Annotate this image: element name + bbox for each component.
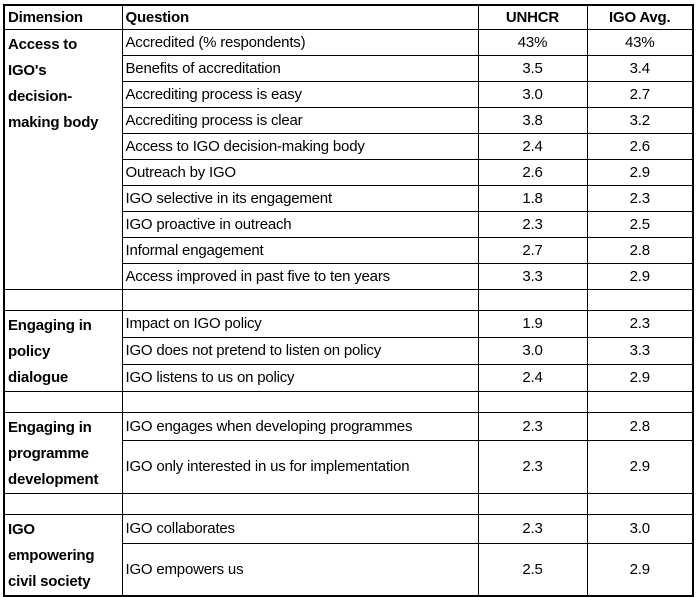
igo-avg-value-cell: 2.3 xyxy=(586,309,694,338)
spacer-cell xyxy=(586,288,694,311)
survey-results-table: Dimension Question UNHCR IGO Avg. Access… xyxy=(3,4,694,597)
unhcr-value-cell: 2.3 xyxy=(477,513,588,544)
question-cell: Accrediting process is easy xyxy=(121,80,479,108)
question-cell: Access improved in past five to ten year… xyxy=(121,262,479,290)
unhcr-value-cell: 2.6 xyxy=(477,158,588,186)
unhcr-value-cell: 3.8 xyxy=(477,106,588,134)
unhcr-value-cell: 2.3 xyxy=(477,440,588,494)
spacer-cell xyxy=(3,390,123,413)
unhcr-value-cell: 2.4 xyxy=(477,132,588,160)
table-row: Benefits of accreditation 3.5 3.4 xyxy=(4,54,694,82)
question-cell: Outreach by IGO xyxy=(121,158,479,186)
question-cell: Access to IGO decision-making body xyxy=(121,132,479,160)
header-dimension: Dimension xyxy=(3,4,123,30)
question-cell: IGO selective in its engagement xyxy=(121,184,479,212)
igo-avg-value-cell: 3.4 xyxy=(586,54,694,82)
spacer-cell xyxy=(477,288,588,311)
table-row: IGO empowering civil society IGO collabor… xyxy=(3,513,694,596)
question-cell: IGO empowers us xyxy=(121,542,479,597)
igo-avg-value-cell: 2.9 xyxy=(586,158,694,186)
question-cell: Informal engagement xyxy=(121,236,479,264)
igo-avg-value-cell: 2.9 xyxy=(586,440,694,494)
table-row: IGO does not pretend to listen on policy… xyxy=(4,336,694,365)
question-cell: IGO only interested in us for implementa… xyxy=(121,440,479,494)
dimension-cell: IGO empowering civil society xyxy=(3,513,123,596)
table-row: Accrediting process is easy 3.0 2.7 xyxy=(4,80,694,108)
question-cell: Impact on IGO policy xyxy=(121,309,479,338)
unhcr-value-cell: 2.5 xyxy=(477,542,588,597)
question-cell: IGO does not pretend to listen on policy xyxy=(121,336,479,365)
igo-avg-value-cell: 2.6 xyxy=(586,132,694,160)
table-row: Access to IGO decision-making body 2.4 2.6 xyxy=(4,132,694,160)
question-cell: IGO listens to us on policy xyxy=(121,363,479,392)
spacer-cell xyxy=(121,288,479,311)
spacer-cell xyxy=(477,390,588,413)
table-row: Engaging in policy dialogue Impact on IGO… xyxy=(3,309,694,392)
spacer-cell xyxy=(121,492,479,515)
dimension-cell: Access to IGO's decision- making body xyxy=(3,28,123,290)
igo-avg-value-cell: 2.7 xyxy=(586,80,694,108)
table-row: IGO only interested in us for implementa… xyxy=(4,440,694,494)
spacer-cell xyxy=(3,492,123,515)
unhcr-value-cell: 2.4 xyxy=(477,363,588,392)
spacer-cell xyxy=(121,390,479,413)
table-row: Access improved in past five to ten year… xyxy=(4,262,694,290)
table-row: Informal engagement 2.7 2.8 xyxy=(4,236,694,264)
question-cell: IGO engages when developing programmes xyxy=(121,411,479,442)
header-unhcr: UNHCR xyxy=(477,4,588,30)
igo-avg-value-cell: 43% xyxy=(586,28,694,56)
table-row: Outreach by IGO 2.6 2.9 xyxy=(4,158,694,186)
header-question: Question xyxy=(121,4,479,30)
table-row: Engaging in programme development IGO eng… xyxy=(3,411,694,494)
question-cell: IGO proactive in outreach xyxy=(121,210,479,238)
question-cell: Accrediting process is clear xyxy=(121,106,479,134)
igo-avg-value-cell: 2.9 xyxy=(586,363,694,392)
table-row: IGO listens to us on policy 2.4 2.9 xyxy=(4,363,694,392)
unhcr-value-cell: 1.8 xyxy=(477,184,588,212)
table-row: Accrediting process is clear 3.8 3.2 xyxy=(4,106,694,134)
igo-avg-value-cell: 2.8 xyxy=(586,236,694,264)
unhcr-value-cell: 3.0 xyxy=(477,80,588,108)
header-igo-avg: IGO Avg. xyxy=(586,4,694,30)
igo-avg-value-cell: 2.3 xyxy=(586,184,694,212)
spacer-row xyxy=(3,492,694,515)
table-row: IGO proactive in outreach 2.3 2.5 xyxy=(4,210,694,238)
unhcr-value-cell: 3.0 xyxy=(477,336,588,365)
table-row: IGO selective in its engagement 1.8 2.3 xyxy=(4,184,694,212)
unhcr-value-cell: 3.3 xyxy=(477,262,588,290)
unhcr-value-cell: 43% xyxy=(477,28,588,56)
igo-avg-value-cell: 3.3 xyxy=(586,336,694,365)
igo-avg-value-cell: 2.5 xyxy=(586,210,694,238)
igo-avg-value-cell: 2.9 xyxy=(586,262,694,290)
dimension-cell: Engaging in programme development xyxy=(3,411,123,494)
spacer-cell xyxy=(477,492,588,515)
spacer-cell xyxy=(586,492,694,515)
dimension-cell: Engaging in policy dialogue xyxy=(3,309,123,392)
igo-avg-value-cell: 3.0 xyxy=(586,513,694,544)
unhcr-value-cell: 2.3 xyxy=(477,411,588,442)
spacer-row xyxy=(3,390,694,413)
igo-avg-value-cell: 2.9 xyxy=(586,542,694,597)
table-row: Access to IGO's decision- making body Acc… xyxy=(3,28,694,290)
unhcr-value-cell: 3.5 xyxy=(477,54,588,82)
unhcr-value-cell: 2.7 xyxy=(477,236,588,264)
question-cell: Benefits of accreditation xyxy=(121,54,479,82)
table-body: Access to IGO's decision- making body Acc… xyxy=(3,28,694,597)
header-row: Dimension Question UNHCR IGO Avg. xyxy=(3,4,694,30)
spacer-cell xyxy=(3,288,123,311)
igo-avg-value-cell: 3.2 xyxy=(586,106,694,134)
spacer-row xyxy=(3,288,694,311)
question-cell: Accredited (% respondents) xyxy=(121,28,479,56)
unhcr-value-cell: 2.3 xyxy=(477,210,588,238)
unhcr-value-cell: 1.9 xyxy=(477,309,588,338)
question-cell: IGO collaborates xyxy=(121,513,479,544)
spacer-cell xyxy=(586,390,694,413)
igo-avg-value-cell: 2.8 xyxy=(586,411,694,442)
